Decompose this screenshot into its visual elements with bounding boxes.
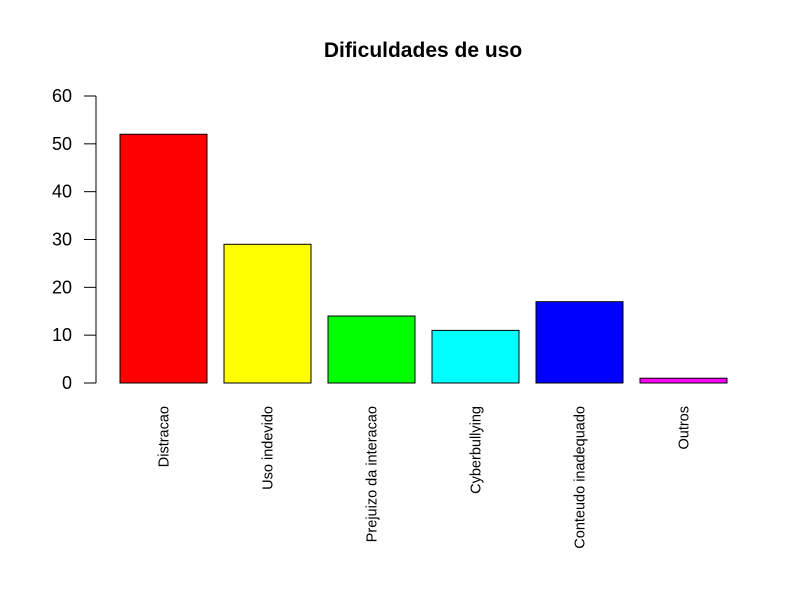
bar	[327, 315, 416, 384]
bar	[431, 329, 520, 384]
x-category-label: Conteudo inadequado	[573, 406, 589, 549]
y-tick-label: 50	[52, 134, 72, 154]
x-category-label: Uso indevido	[261, 406, 277, 490]
bar	[639, 377, 728, 384]
y-tick-label: 10	[52, 325, 72, 345]
y-tick-label: 40	[52, 182, 72, 202]
x-category-label: Distracao	[157, 406, 173, 467]
x-category-label: Prejuizo da interacao	[365, 406, 381, 542]
chart-title: Dificuldades de uso	[324, 39, 522, 62]
x-category-label: Cyberbullying	[469, 406, 485, 494]
y-tick-label: 20	[52, 277, 72, 297]
y-tick-label: 60	[52, 86, 72, 106]
y-tick-label: 0	[62, 373, 72, 393]
y-axis: 0 10 20 30 40 50 60	[52, 86, 96, 393]
x-axis-labels: Distracao Uso indevido Prejuizo da interac…	[157, 406, 693, 549]
x-category-label: Outros	[677, 406, 693, 450]
bars	[119, 133, 728, 384]
bar	[535, 301, 624, 384]
bar	[119, 133, 208, 384]
y-tick-label: 30	[52, 230, 72, 250]
bar	[223, 243, 312, 384]
